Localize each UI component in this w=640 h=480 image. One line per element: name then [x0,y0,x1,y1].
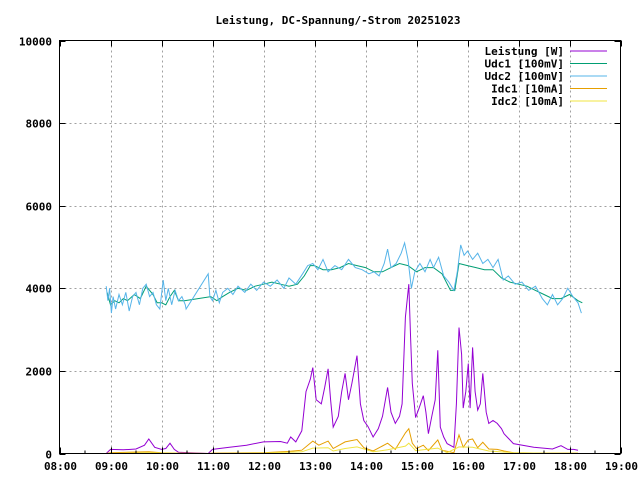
y-tick-label: 6000 [26,201,53,214]
legend-label: Leistung [W] [485,45,564,58]
x-tick-label: 11:00 [197,460,230,473]
y-tick-label: 10000 [19,36,52,49]
y-tick-label: 2000 [26,366,53,379]
x-tick-label: 17:00 [503,460,536,473]
x-tick-label: 13:00 [299,460,332,473]
y-tick-label: 8000 [26,118,53,131]
series-lines [105,240,583,455]
x-tick-label: 09:00 [95,460,128,473]
x-tick-label: 10:00 [146,460,179,473]
x-tick-label: 08:00 [44,460,77,473]
x-tick-label: 12:00 [248,460,281,473]
series-line-0 [105,284,579,455]
legend: Leistung [W]Udc1 [100mV]Udc2 [100mV]Idc1… [485,45,607,108]
y-tick-label: 4000 [26,283,53,296]
series-line-2 [105,240,582,314]
legend-label: Udc1 [100mV] [485,58,564,71]
x-tick-label: 18:00 [554,460,587,473]
y-tick-label: 0 [45,449,52,462]
x-tick-label: 19:00 [605,460,638,473]
x-tick-label: 14:00 [350,460,383,473]
legend-label: Idc2 [10mA] [491,95,564,108]
legend-label: Idc1 [10mA] [491,83,564,96]
chart-title: Leistung, DC-Spannung/-Strom 20251023 [215,14,460,27]
series-line-3 [106,427,578,455]
legend-label: Udc2 [100mV] [485,70,564,83]
axis-ticks: 08:00 09:00 10:00 11:00 12:00 13:00 14:00 15:00… [19,36,638,474]
x-tick-label: 15:00 [401,460,434,473]
series-line-1 [106,262,583,306]
grid [59,40,621,454]
x-tick-label: 16:00 [452,460,485,473]
series-line-4 [106,442,579,455]
